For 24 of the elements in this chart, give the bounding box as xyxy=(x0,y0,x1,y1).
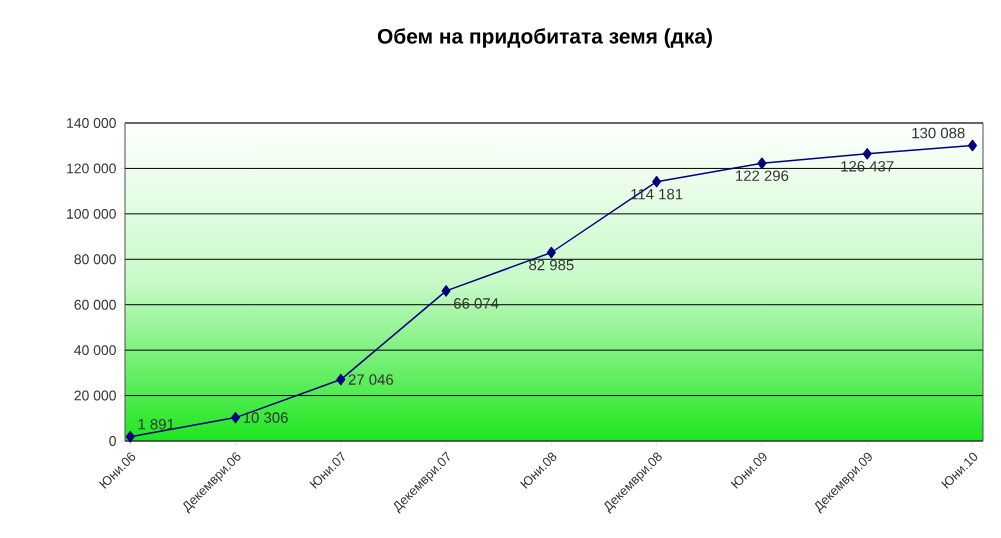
point xyxy=(757,157,767,169)
y-tick-label: 0 xyxy=(109,436,116,446)
y-tick-label: 100 000 xyxy=(67,208,116,219)
point xyxy=(125,430,135,443)
y-tick-label: 80 000 xyxy=(74,254,116,265)
point xyxy=(652,175,662,188)
point xyxy=(336,373,346,386)
point xyxy=(862,148,872,160)
chart-title: Обем на придобитата земя (дка) xyxy=(377,28,712,48)
data-label: 27 046 xyxy=(348,374,394,385)
data-label: 122 296 xyxy=(736,170,789,181)
point xyxy=(546,246,556,259)
y-tick-label: 40 000 xyxy=(74,345,116,356)
data-label: 82 985 xyxy=(529,259,574,271)
data-label: 130 088 xyxy=(912,127,965,139)
y-tick-label: 20 000 xyxy=(74,390,116,401)
point xyxy=(967,139,977,152)
y-tick-label: 140 000 xyxy=(67,118,116,128)
data-label: 1 891 xyxy=(138,418,175,430)
point xyxy=(441,285,451,297)
point xyxy=(231,411,241,424)
y-tick-label: 120 000 xyxy=(67,163,116,174)
data-label: 10 306 xyxy=(243,412,288,423)
y-tick-label: 60 000 xyxy=(74,299,116,310)
